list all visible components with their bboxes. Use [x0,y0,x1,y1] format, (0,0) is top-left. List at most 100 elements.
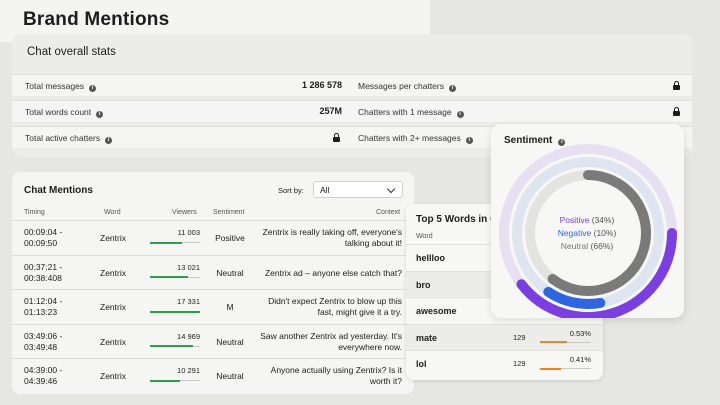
sentiment-donut-chart [499,144,677,318]
mention-context: Anyone actually using Zentrix? Is it wort… [270,365,402,386]
mention-sentiment: Neutral [216,267,244,278]
lock-icon [673,107,680,116]
info-icon[interactable]: i [456,111,464,118]
stat-label: Total messages [25,81,85,91]
lock-icon [333,133,340,142]
mention-viewers: 17 331 [177,297,200,306]
word-count: 129 [513,332,526,342]
stat-total-messages: Total messages i 1 286 578 [12,75,352,97]
stat-chatters-1-message: Chatters with 1 message i [352,101,692,123]
word-label: lol [416,359,427,369]
negative-arc [543,286,606,309]
legend-positive: Positive (34%) [559,215,615,225]
col-sentiment: Sentiment [213,209,245,216]
stat-total-active-chatters: Total active chatters i [12,127,352,149]
word-label: awesome [416,306,457,316]
page-title: Brand Mentions [23,9,170,30]
stat-messages-per-chatter: Messages per chatters i [352,75,692,97]
word-row[interactable]: mate 129 0.53% [406,323,603,350]
viewers-bar-fill [150,241,182,244]
info-icon[interactable]: i [89,85,97,92]
mentions-title: Chat Mentions [24,185,93,196]
sort-label: Sort by: [278,186,304,195]
info-icon[interactable]: i [465,137,473,144]
stat-chatters-2plus: Chatters with 2+ messages i [352,127,692,149]
stat-label: Total active chatters [25,133,101,143]
mention-timing: 03:49:06 -03:49:48 [24,330,63,352]
info-icon[interactable]: i [105,137,113,144]
stats-row-1: Total messages i 1 286 578 Messages per c… [12,74,692,96]
word-row[interactable]: lol 129 0.41% [406,350,603,376]
word-bar-fill [540,341,568,343]
stat-label: Messages per chatters [358,81,444,91]
stat-label: Total words count [25,107,92,117]
stat-label: Chatters with 1 message [358,107,452,117]
viewers-bar [150,345,200,347]
info-icon[interactable]: i [96,111,104,118]
top-words-title: Top 5 Words in C [416,214,498,225]
word-bar [540,367,591,370]
col-viewers: Viewers [172,209,197,216]
mention-word: Zentrix [100,336,126,347]
info-icon[interactable]: i [448,85,456,92]
mention-viewers: 14 969 [177,331,200,341]
col-word: Word [416,233,433,240]
stat-value: 257M [319,106,342,116]
viewers-bar-fill [150,379,180,382]
col-word: Word [104,209,121,216]
mention-viewers: 10 291 [177,366,200,375]
chevron-down-icon [386,184,396,194]
legend-neutral: Neutral (66%) [560,241,614,251]
viewers-bar-fill [150,276,188,278]
mention-context: Didn't expect Zentrix to blow up this fas… [268,296,402,317]
sentiment-legend: Positive (34%) Negative (10%) Neutral (6… [537,214,637,253]
legend-negative: Negative (10%) [557,228,617,238]
mention-row[interactable]: 00:37:21 -00:38:408 Zentrix 13 021 Neutral Z… [12,254,414,290]
mention-word: Zentrix [100,371,126,381]
mention-row[interactable]: 01:12:04 -01:13:23 Zentrix 17 331 M Didn't e… [12,289,414,324]
mention-row[interactable]: 03:49:06 -03:49:48 Zentrix 14 969 Neutral Sa… [12,323,414,359]
word-bar [540,341,591,343]
word-percent: 0.41% [569,355,591,364]
stat-value: 1 286 578 [301,80,342,90]
word-count: 129 [513,359,526,368]
lock-icon [673,81,680,90]
mention-viewers: 13 021 [177,262,200,272]
viewers-bar [150,310,200,313]
mention-context: Zentrix ad – anyone else catch that? [264,267,402,278]
sentiment-title: Sentiment i [504,135,566,146]
mention-timing: 01:12:04 -01:13:23 [24,296,63,317]
viewers-bar-fill [150,345,193,347]
viewers-bar [150,276,200,278]
col-timing: Timing [24,209,45,216]
viewers-bar [150,379,200,382]
viewers-bar-fill [150,310,200,313]
stats-row-2: Total words count i 257M Chatters with 1 … [12,100,692,122]
mention-timing: 04:39:00 -04:39:46 [24,365,63,386]
chat-overall-stats-panel: Chat overall stats Total messages i 1 286… [12,34,692,157]
mention-timing: 00:09:04 -00:09:50 [24,227,63,248]
stat-total-words: Total words count i 257M [12,101,352,123]
info-icon[interactable]: i [558,139,566,146]
viewers-bar [150,241,200,244]
positive-arc [516,228,677,318]
col-context: Context [376,209,401,216]
mention-row[interactable]: 00:09:04 -00:09:50 Zentrix 11 003 Positive Z… [12,220,414,255]
mention-sentiment: Neutral [216,371,244,381]
mention-viewers: 11 003 [177,228,200,237]
mention-word: Zentrix [100,233,126,243]
mention-word: Zentrix [100,267,126,278]
sort-dropdown[interactable]: All [313,181,403,198]
mention-context: Zentrix is really taking off, everyone's… [262,227,402,248]
mention-timing: 00:37:21 -00:38:408 [24,261,63,283]
mention-sentiment: Positive [215,233,245,243]
neutral-arc [547,170,651,296]
mention-row[interactable]: 04:39:00 -04:39:46 Zentrix 10 291 Neutral An… [12,358,414,393]
sentiment-panel: Sentiment i Positive (34%) Negative (10%)… [491,124,684,318]
word-percent: 0.53% [569,328,591,338]
word-label: bro [416,279,431,290]
word-label: hellloo [416,253,445,263]
chat-mentions-panel: Chat Mentions Sort by: All Timing Word V… [12,172,414,394]
mention-sentiment: Neutral [216,336,244,347]
word-bar-fill [540,367,561,370]
